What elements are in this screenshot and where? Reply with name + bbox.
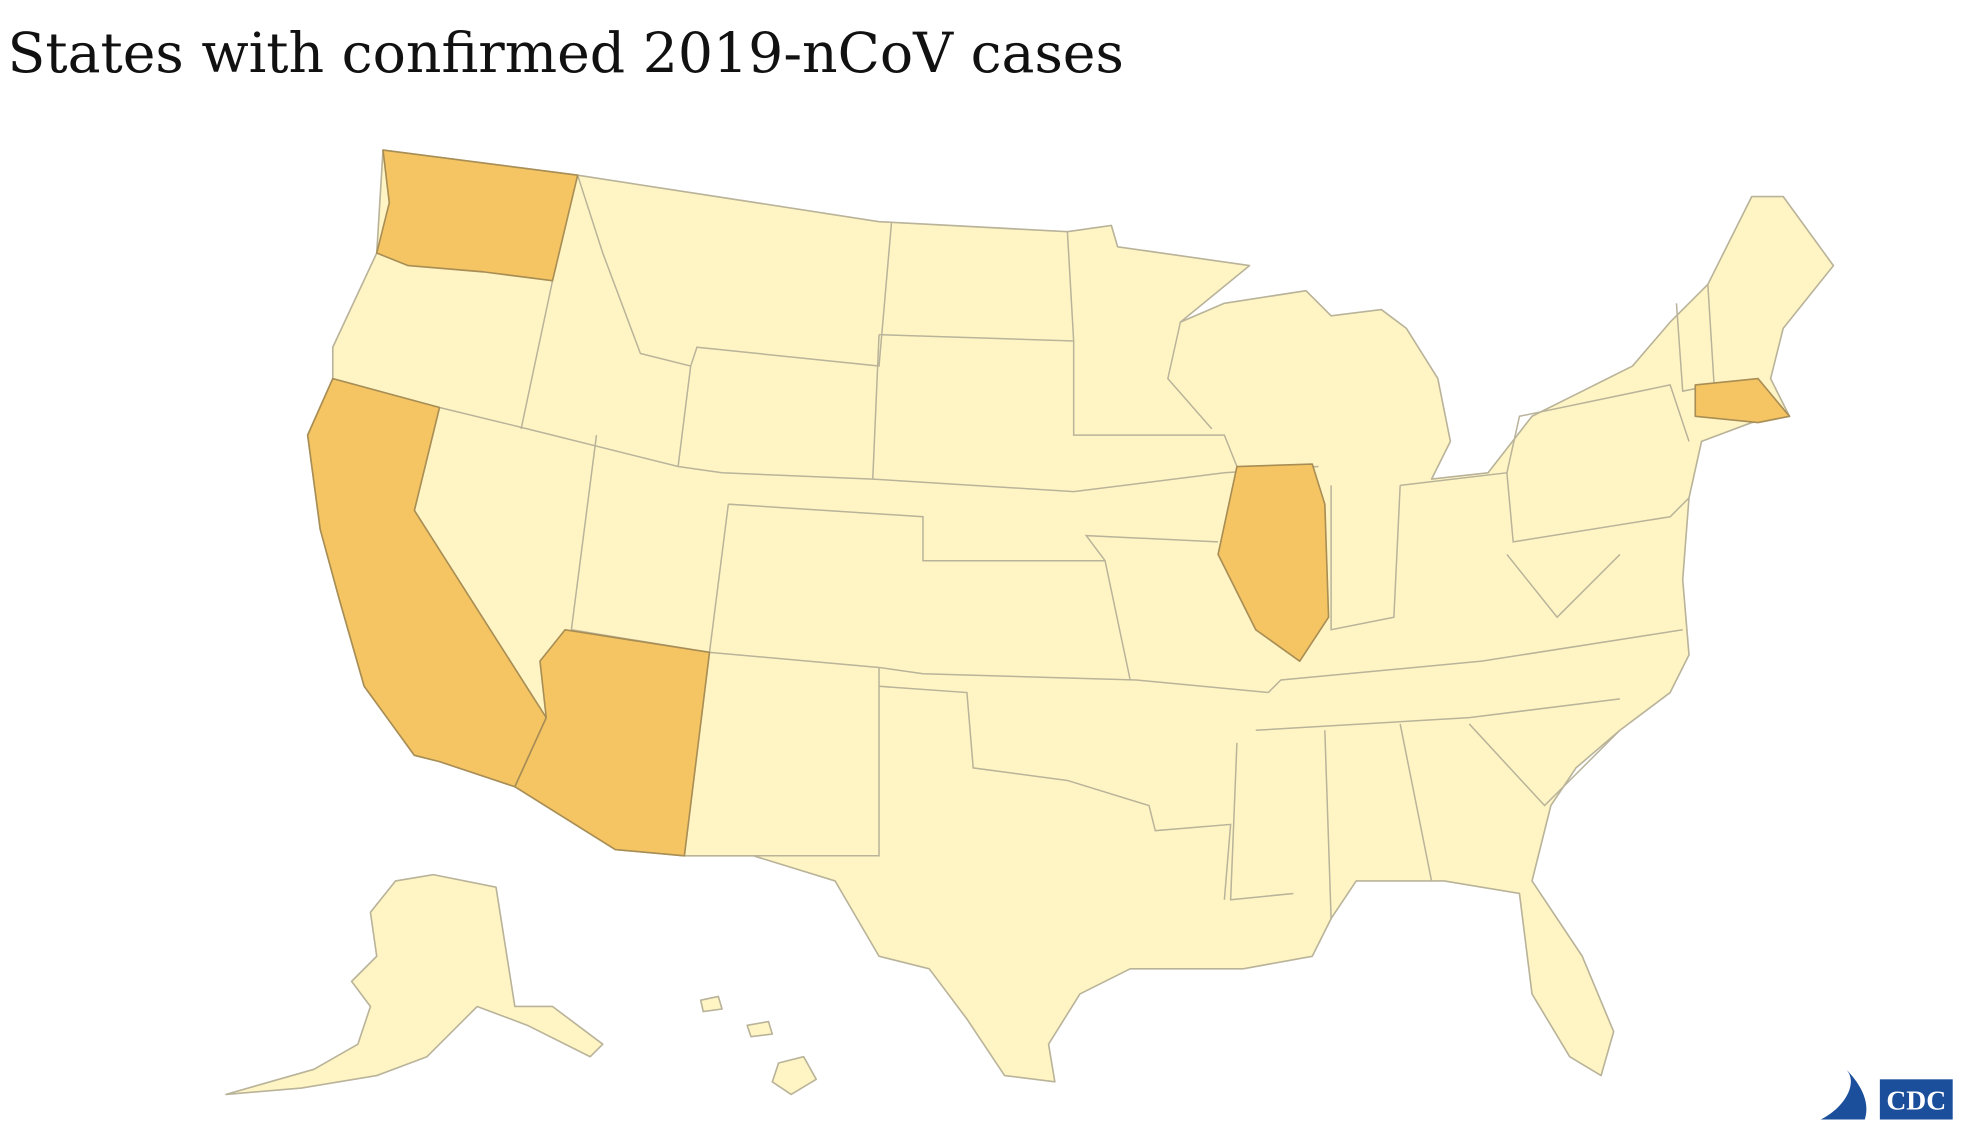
cdc-logo: CDC [1820, 1069, 1953, 1120]
state-arizona [514, 628, 711, 857]
state-california [306, 377, 548, 788]
state-borders [332, 174, 1715, 919]
state-alaska [225, 873, 604, 1096]
state-hawaii-islands [746, 1020, 774, 1038]
us-map [225, 149, 1835, 1096]
logo-box [1879, 1079, 1953, 1120]
state-hawaii-islands [699, 995, 723, 1013]
logo-eagle [1820, 1069, 1867, 1120]
state-illinois [1217, 463, 1330, 662]
state-hawaii [771, 1055, 818, 1096]
state-washington [375, 149, 579, 282]
title: States with confirmed 2019-nCoV cases [8, 22, 1124, 86]
logo-text: CDC [1886, 1084, 1946, 1115]
state-massachusetts [1694, 377, 1791, 424]
